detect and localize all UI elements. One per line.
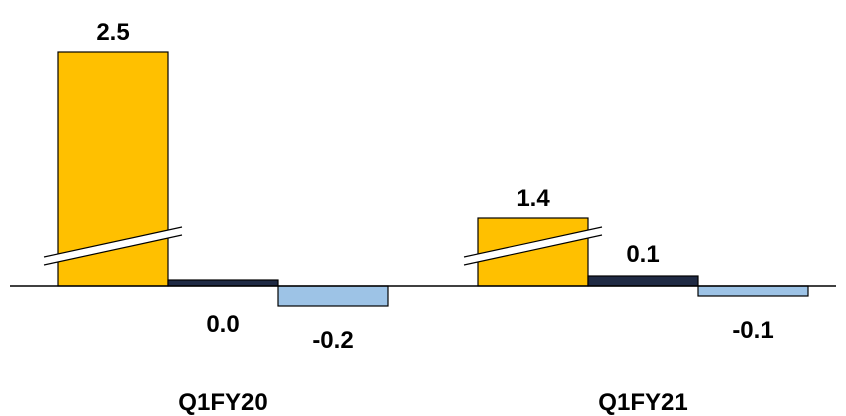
bar-q1fy21-series-2 xyxy=(587,275,699,287)
data-label-q1fy21-series-1: 1.4 xyxy=(516,185,550,212)
category-label-q1fy20: Q1FY20 xyxy=(178,389,267,416)
axis-break-marker xyxy=(43,226,183,266)
data-label-q1fy21-series-3: -0.1 xyxy=(732,317,773,344)
axis-break-marker xyxy=(463,226,603,266)
category-labels-layer: Q1FY20 Q1FY21 xyxy=(178,389,687,416)
data-label-q1fy20-series-2: 0.0 xyxy=(206,311,239,338)
bar-q1fy20-series-3 xyxy=(277,285,389,307)
category-label-q1fy21: Q1FY21 xyxy=(598,389,687,416)
data-label-q1fy20-series-3: -0.2 xyxy=(312,327,353,354)
bar-q1fy20-series-2 xyxy=(167,279,279,287)
bars-layer xyxy=(43,51,809,307)
data-labels-layer: 2.5 0.0 -0.2 1.4 0.1 -0.1 xyxy=(96,19,773,354)
data-label-q1fy21-series-2: 0.1 xyxy=(626,241,659,268)
bar-q1fy21-series-3 xyxy=(697,285,809,297)
data-label-q1fy20-series-1: 2.5 xyxy=(96,19,129,46)
